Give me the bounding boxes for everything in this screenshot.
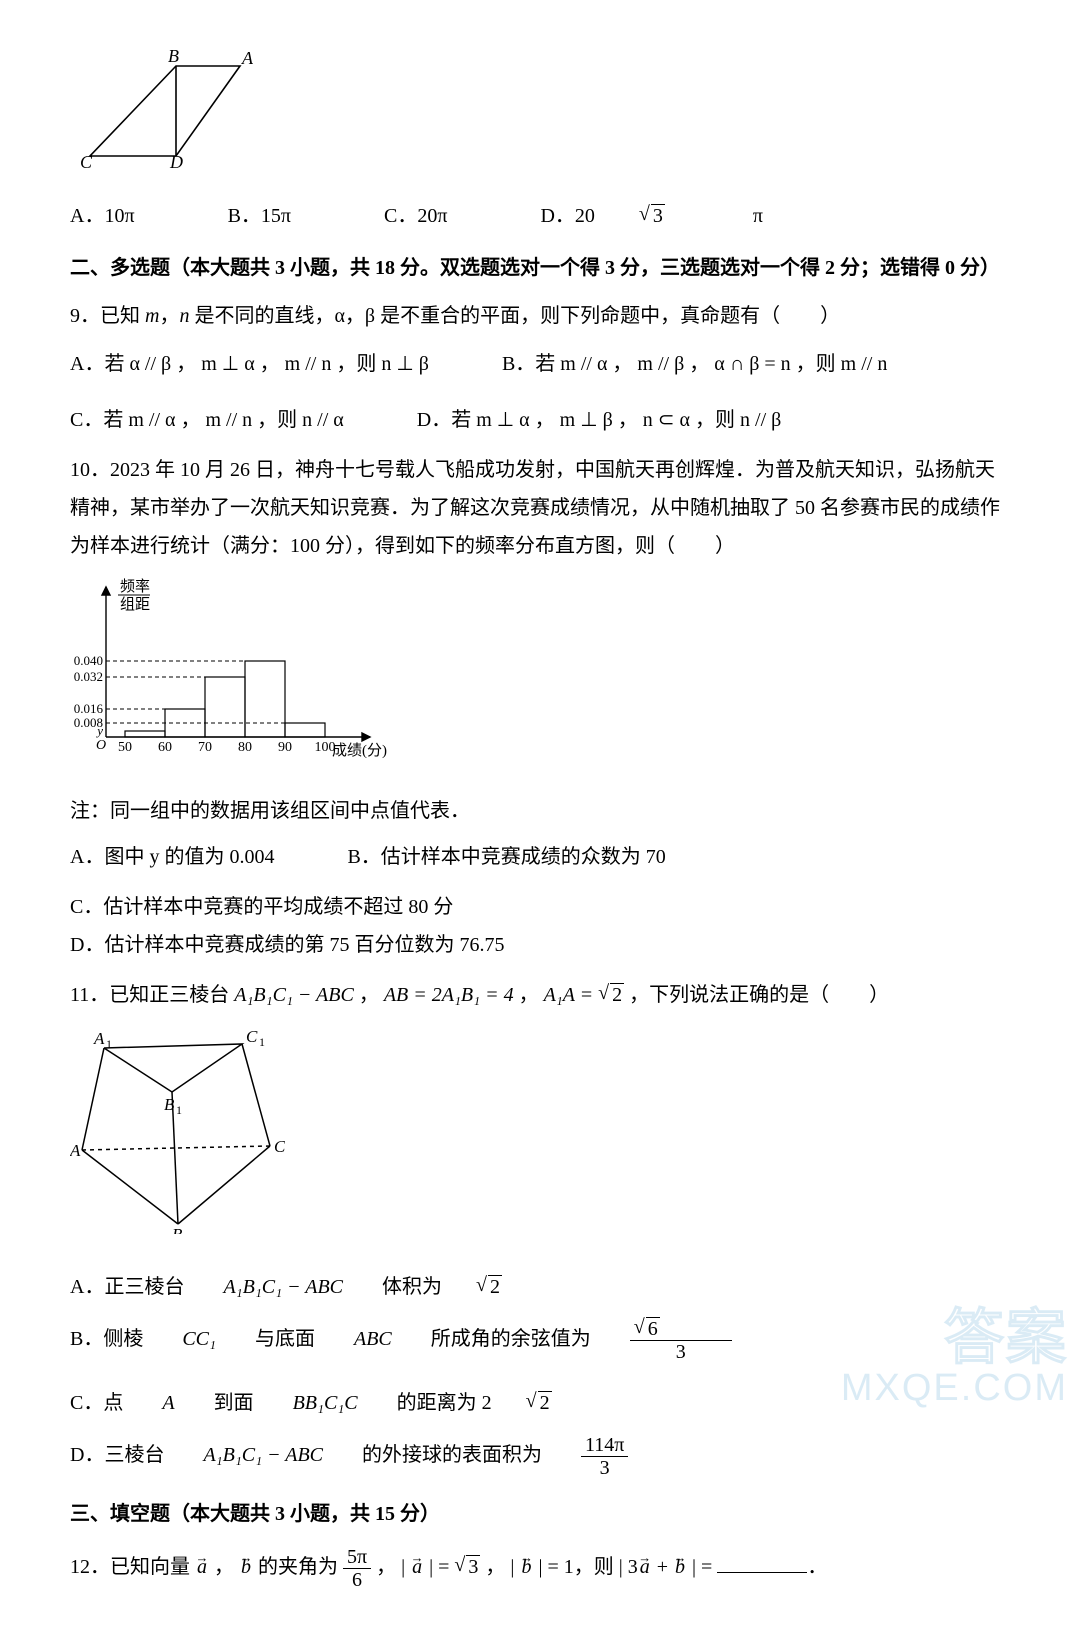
q8-opt-a: A．10π (70, 205, 179, 227)
svg-text:0.008: 0.008 (74, 715, 103, 730)
svg-text:组距: 组距 (120, 596, 150, 613)
svg-text:A: A (93, 1029, 105, 1048)
svg-text:1: 1 (259, 1035, 265, 1049)
q10-opt-d: D．估计样本中竞赛成绩的第 75 百分位数为 76.75 (70, 934, 538, 956)
q11-stem: 11．已知正三棱台 A₁B₁C₁ − ABC ， AB = 2A₁B₁ = 4 … (70, 976, 1010, 1014)
q8-opt-d: D．203π (540, 205, 851, 227)
q12-blank (717, 1551, 807, 1573)
histogram-svg: 频率 组距 O 50 60 70 80 90 100 成绩(分) y 0.008… (70, 575, 400, 765)
q10-note: 注：同一组中的数据用该组区间中点值代表． (70, 792, 1010, 830)
svg-text:B: B (168, 50, 179, 66)
watermark: 答案 MXQE.COM (841, 1306, 1068, 1409)
svg-text:D: D (169, 152, 183, 170)
svg-text:80: 80 (238, 740, 252, 755)
svg-text:0.040: 0.040 (74, 653, 103, 668)
svg-text:成绩(分): 成绩(分) (332, 742, 387, 759)
svg-text:90: 90 (278, 740, 292, 755)
q10-opt-b: B．估计样本中竞赛成绩的众数为 70 (347, 846, 699, 868)
frustum-svg: A1 C1 B1 A C B (70, 1024, 285, 1234)
q11-figure: A1 C1 B1 A C B (70, 1024, 1010, 1247)
q9-options-row2: C．若 m // α ， m // n ，则 n // α D．若 m ⊥ α … (70, 401, 1010, 439)
svg-text:70: 70 (198, 740, 212, 755)
q8-opt-c: C．20π (384, 205, 491, 227)
svg-text:C: C (80, 152, 93, 170)
svg-text:B: B (172, 1225, 183, 1234)
svg-text:A: A (70, 1141, 81, 1160)
svg-text:C: C (274, 1137, 285, 1156)
parallelogram-svg: A B C D (70, 50, 260, 170)
q8-figure: A B C D (70, 50, 1010, 183)
svg-text:O: O (96, 738, 106, 753)
q11-opt-a: A．正三棱台 A₁B₁C₁ − ABC 体积为2 (70, 1276, 570, 1298)
section3-title: 三、填空题（本大题共 3 小题，共 15 分） (70, 1495, 1010, 1533)
q9-opt-c: C．若 m // α ， m // n ，则 n // α (70, 409, 378, 431)
q8-opt-b: B．15π (228, 205, 335, 227)
svg-text:0.016: 0.016 (74, 701, 104, 716)
svg-text:50: 50 (118, 740, 132, 755)
q10-stem: 10．2023 年 10 月 26 日，神舟十七号载人飞船成功发射，中国航天再创… (70, 451, 1010, 565)
q11-opt-d: D．三棱台 A₁B₁C₁ − ABC 的外接球的表面积为 114π3 (70, 1444, 696, 1466)
q9-opt-d: D．若 m ⊥ α ， m ⊥ β ， n ⊂ α ，则 n // β (417, 409, 816, 431)
svg-text:60: 60 (158, 740, 172, 755)
q12-stem: 12．已知向量 a ， b 的夹角为 5π6 ， | a | = 3 ， | b… (70, 1543, 1010, 1591)
q10-opt-c: C．估计样本中竞赛的平均成绩不超过 80 分 (70, 896, 487, 918)
q9-opt-b: B．若 m // α ， m // β ， α ∩ β = n ，则 m // … (502, 353, 921, 375)
svg-text:0.032: 0.032 (74, 669, 103, 684)
q10-opt-a: A．图中 y 的值为 0.004 (70, 846, 308, 868)
q10-row2: C．估计样本中竞赛的平均成绩不超过 80 分 D．估计样本中竞赛成绩的第 75 … (70, 888, 1010, 964)
q9-opt-a: A．若 α // β ， m ⊥ α ， m // n ，则 n ⊥ β (70, 353, 463, 375)
q11-opt-b: B．侧棱 CC₁ 与底面 ABC 所成角的余弦值为 63 (70, 1328, 800, 1350)
svg-text:B: B (164, 1095, 175, 1114)
q9-stem: 9．已知 m，n 是不同的直线，α，β 是不重合的平面，则下列命题中，真命题有（… (70, 297, 1010, 335)
svg-text:C: C (246, 1027, 258, 1046)
svg-text:频率: 频率 (120, 578, 150, 595)
q9-options-row1: A．若 α // β ， m ⊥ α ， m // n ，则 n ⊥ β B．若… (70, 345, 1010, 383)
q8-options: A．10π B．15π C．20π D．203π (70, 197, 1010, 235)
section2-title: 二、多选题（本大题共 3 小题，共 18 分。双选题选对一个得 3 分，三选题选… (70, 249, 1010, 287)
svg-text:1: 1 (106, 1037, 112, 1051)
q10-histogram: 频率 组距 O 50 60 70 80 90 100 成绩(分) y 0.008… (70, 575, 1010, 778)
q10-row1: A．图中 y 的值为 0.004 B．估计样本中竞赛成绩的众数为 70 (70, 838, 1010, 876)
svg-text:1: 1 (176, 1103, 182, 1117)
svg-text:A: A (241, 50, 254, 68)
